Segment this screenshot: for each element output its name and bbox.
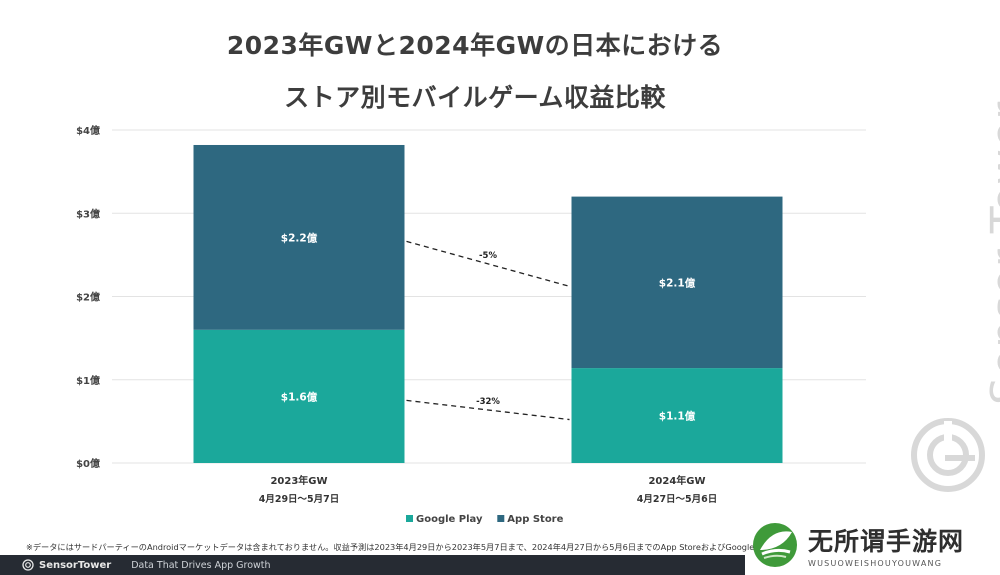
x-tick-label: 2023年GW	[270, 474, 327, 487]
footnote: ※データにはサードパーティーのAndroidマーケットデータは含まれておりません…	[26, 542, 755, 552]
bar-data-label: $2.1億	[659, 276, 696, 289]
x-tick-sublabel: 4月27日～5月6日	[637, 494, 718, 505]
bar-data-label: $1.1億	[659, 410, 696, 423]
change-annotation-label: -5%	[479, 251, 497, 261]
watermark-logo-icon	[911, 418, 985, 492]
site-badge: 无所谓手游网 WUSUOWEISHOUYOUWANG	[750, 515, 1000, 575]
legend-swatch	[497, 515, 505, 522]
bar-data-label: $2.2億	[281, 231, 318, 244]
legend-swatch	[406, 515, 413, 522]
bar-segment	[571, 368, 783, 463]
change-connector-line	[406, 399, 570, 421]
legend-label: Google Play	[416, 514, 483, 525]
change-connector-line	[406, 240, 570, 287]
x-tick-label: 2024年GW	[648, 474, 705, 487]
leaf-logo-icon	[753, 523, 797, 567]
sensor-tower-logo-icon	[22, 559, 34, 571]
chart-title-line-2: ストア別モバイルゲーム収益比較	[284, 83, 666, 112]
chart-title-line-1: 2023年GWと2024年GWの日本における	[226, 31, 724, 60]
bar-segment	[193, 329, 405, 463]
y-tick-label: $0億	[76, 457, 100, 470]
footer-bar: SensorTower Data That Drives App Growth	[0, 555, 745, 575]
x-tick-sublabel: 4月29日～5月7日	[259, 494, 340, 505]
bar-data-label: $1.6億	[281, 390, 318, 403]
y-tick-label: $4億	[76, 124, 100, 137]
y-tick-label: $1億	[76, 374, 100, 387]
change-annotation-label: -32%	[476, 397, 500, 407]
bar-segment	[571, 196, 783, 369]
footer-tagline: Data That Drives App Growth	[131, 559, 271, 571]
footer-brand: SensorTower	[39, 559, 112, 571]
watermark-text: Sensor Tower	[982, 100, 1000, 405]
sensor-tower-watermark: Sensor Tower	[911, 75, 1000, 492]
legend-label: App Store	[507, 514, 563, 525]
y-tick-label: $3億	[76, 207, 100, 220]
footer-logo: SensorTower	[22, 559, 111, 571]
y-tick-label: $2億	[76, 291, 100, 304]
badge-title: 无所谓手游网	[808, 527, 965, 556]
badge-subtitle: WUSUOWEISHOUYOUWANG	[808, 559, 943, 568]
bar-segment	[193, 144, 405, 330]
